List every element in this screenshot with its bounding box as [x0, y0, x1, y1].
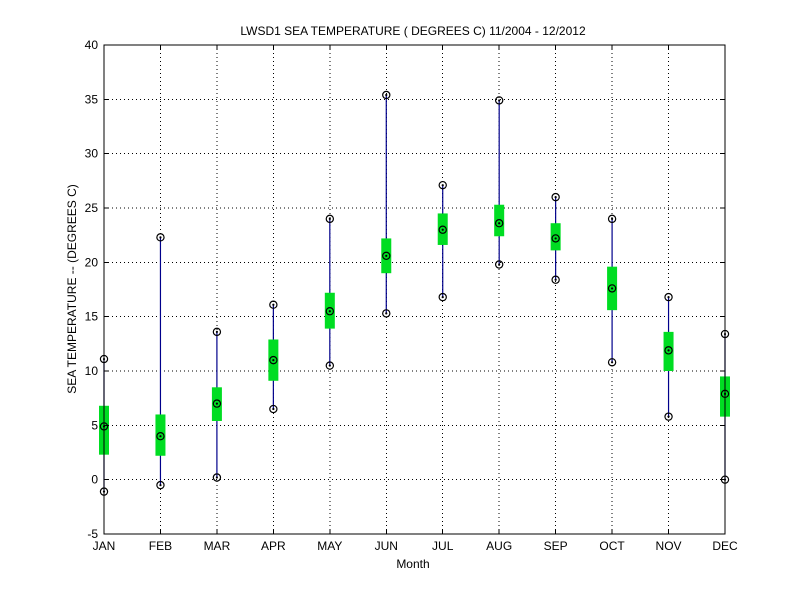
- median-marker-jul: [438, 225, 447, 234]
- box-plot-marks: [99, 90, 730, 496]
- max-marker-dot-aug: [498, 99, 501, 102]
- x-tick-label-jul: JUL: [432, 539, 454, 553]
- x-tick-label-jan: JAN: [93, 539, 116, 553]
- max-marker-dot-mar: [215, 330, 219, 333]
- max-marker-sep: [551, 192, 560, 202]
- min-marker-dot-mar: [215, 476, 219, 479]
- max-marker-mar: [212, 327, 222, 337]
- x-tick-label-oct: OCT: [599, 539, 625, 553]
- y-tick-label: 10: [85, 364, 99, 378]
- grid-lines: [104, 45, 725, 534]
- max-marker-dot-sep: [554, 196, 557, 199]
- max-marker-dot-jul: [441, 184, 444, 187]
- y-tick-label: -5: [87, 527, 98, 541]
- y-tick-label: 40: [85, 38, 99, 52]
- min-marker-dot-apr: [272, 407, 275, 411]
- axes: [103, 44, 726, 535]
- median-marker-dot-apr: [272, 359, 275, 362]
- min-marker-dot-feb: [159, 484, 162, 487]
- box-sep: [550, 223, 561, 251]
- max-marker-dot-may: [328, 217, 331, 220]
- median-marker-aug: [494, 219, 504, 228]
- median-marker-may: [325, 307, 335, 316]
- min-marker-sep: [551, 275, 560, 284]
- y-tick-label: 5: [91, 418, 98, 432]
- median-marker-jun: [382, 251, 391, 261]
- x-tick-label-jun: JUN: [375, 539, 398, 553]
- max-marker-nov: [664, 292, 673, 302]
- min-marker-aug: [494, 260, 504, 269]
- min-marker-dot-oct: [610, 361, 614, 364]
- tick-labels: -5 0 5 10 15 20 25 30 35 40 JAN FEB MAR APR MAY JUN JUL A…: [85, 38, 738, 553]
- max-marker-dot-nov: [667, 296, 670, 299]
- max-marker-dot-feb: [159, 236, 162, 239]
- x-tick-label-feb: FEB: [149, 539, 172, 553]
- min-marker-dot-jun: [385, 312, 388, 315]
- min-marker-oct: [607, 358, 617, 367]
- min-marker-dot-nov: [667, 415, 670, 418]
- max-marker-may: [325, 214, 335, 224]
- median-marker-mar: [212, 399, 222, 408]
- x-tick-label-mar: MAR: [204, 539, 231, 553]
- min-marker-nov: [664, 412, 673, 421]
- max-marker-dot-oct: [610, 217, 614, 220]
- y-tick-label: 35: [85, 92, 99, 106]
- max-marker-feb: [156, 233, 165, 242]
- x-tick-label-dec: DEC: [712, 539, 738, 553]
- min-marker-may: [325, 361, 335, 370]
- median-marker-dot-jun: [385, 254, 388, 257]
- median-marker-oct: [607, 284, 617, 293]
- min-marker-jun: [382, 309, 391, 318]
- min-marker-jul: [438, 292, 447, 302]
- max-marker-aug: [494, 96, 504, 105]
- y-tick-label: 0: [91, 473, 98, 487]
- median-marker-nov: [664, 346, 673, 355]
- median-marker-dot-oct: [610, 287, 614, 290]
- median-marker-apr: [269, 355, 278, 365]
- x-tick-label-may: MAY: [317, 539, 342, 553]
- min-marker-mar: [212, 473, 222, 482]
- plot-area-border: [103, 44, 726, 535]
- min-marker-dot-may: [328, 364, 331, 367]
- median-marker-dot-sep: [554, 237, 557, 240]
- median-marker-feb: [156, 432, 165, 441]
- median-marker-dot-feb: [159, 435, 162, 438]
- box-aug: [494, 204, 505, 237]
- x-tick-label-aug: AUG: [486, 539, 512, 553]
- max-marker-oct: [607, 214, 617, 224]
- x-tick-label-sep: SEP: [544, 539, 568, 553]
- y-tick-label: 15: [85, 310, 99, 324]
- min-marker-dot-jul: [441, 296, 444, 299]
- median-marker-dot-aug: [498, 222, 501, 225]
- x-tick-label-apr: APR: [261, 539, 286, 553]
- x-tick-label-nov: NOV: [656, 539, 682, 553]
- min-marker-dot-aug: [498, 263, 501, 266]
- x-axis-label: Month: [396, 557, 429, 571]
- min-marker-feb: [156, 480, 165, 490]
- median-marker-dot-mar: [215, 402, 219, 405]
- median-marker-dot-nov: [667, 349, 670, 352]
- max-marker-dot-jun: [385, 93, 388, 97]
- max-marker-jul: [438, 180, 447, 190]
- max-marker-jun: [382, 90, 391, 100]
- min-marker-dot-sep: [554, 278, 557, 281]
- median-marker-dot-jul: [441, 228, 444, 231]
- min-marker-apr: [269, 404, 278, 414]
- y-tick-label: 20: [85, 255, 99, 269]
- chart-title: LWSD1 SEA TEMPERATURE ( DEGREES C) 11/20…: [240, 24, 586, 38]
- y-tick-label: 25: [85, 201, 99, 215]
- max-marker-dot-apr: [272, 303, 275, 306]
- median-marker-dot-may: [328, 310, 331, 313]
- median-marker-sep: [551, 234, 560, 243]
- max-marker-apr: [269, 300, 278, 309]
- y-axis-label: SEA TEMPERATURE -- (DEGREES C): [65, 184, 79, 394]
- y-tick-label: 30: [85, 147, 99, 161]
